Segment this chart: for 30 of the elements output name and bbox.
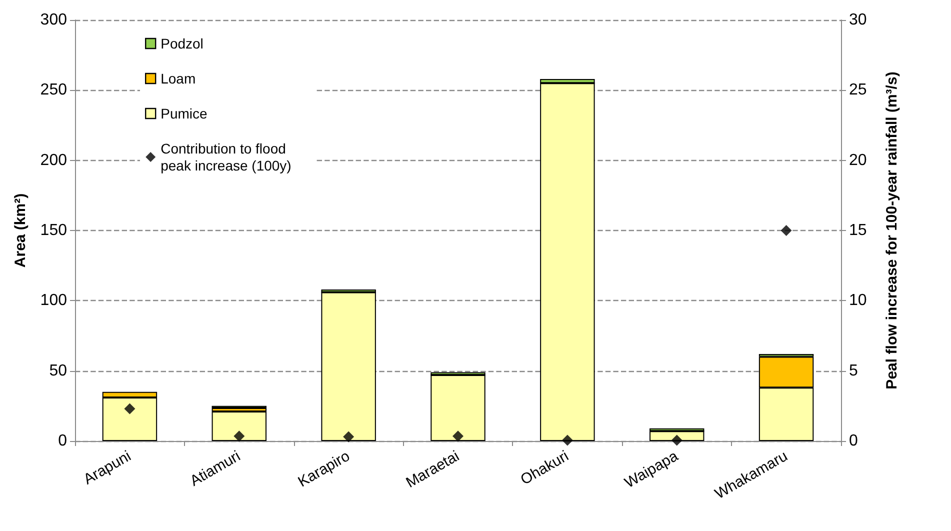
y2-tick-label: 5 (849, 362, 858, 380)
y2-tick-label: 10 (849, 292, 867, 310)
legend-label: Pumice (160, 106, 208, 122)
y2-tick-label: 0 (849, 432, 858, 450)
legend-label: Podzol (160, 36, 204, 52)
y2-tick-label: 15 (849, 222, 867, 239)
legend-label: Loam (160, 70, 196, 86)
point (124, 403, 136, 414)
point (234, 430, 245, 442)
y-tick-label: 0 (58, 432, 68, 450)
y-tick-label: 300 (40, 12, 68, 28)
point (562, 434, 573, 446)
bar (321, 292, 376, 441)
bar (430, 375, 486, 441)
legend-label: Contribution to flood peak increase (100y) (160, 140, 292, 174)
point (780, 225, 792, 236)
point (452, 430, 464, 442)
y2-tick-label: 25 (849, 82, 867, 99)
y-tick-label: 50 (49, 362, 68, 380)
y2-axis-title: Peal flow increase for 100-year rainfall (m³/s) (884, 72, 900, 390)
point (671, 434, 682, 446)
y2-tick-label: 20 (849, 152, 867, 169)
bar (212, 412, 266, 441)
y-axis-title: Area (km²) (12, 193, 29, 268)
point (343, 431, 354, 442)
y-tick-label: 200 (40, 152, 68, 169)
y2-tick-label: 30 (849, 12, 867, 28)
y-tick-label: 100 (40, 292, 68, 310)
y-tick-label: 250 (40, 82, 68, 99)
y-tick-label: 150 (40, 222, 68, 239)
